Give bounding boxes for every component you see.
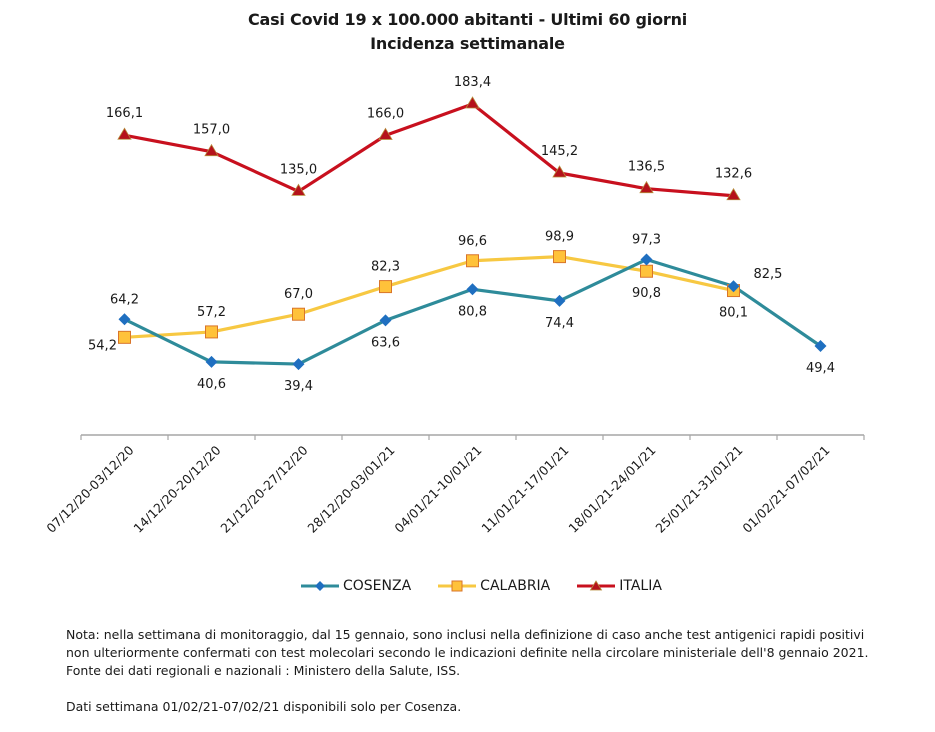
data-point-cosenza <box>640 253 653 266</box>
note-line-4: Dati settimana 01/02/21-07/02/21 disponi… <box>66 699 462 714</box>
x-tick-label: 21/12/20-27/12/20 <box>217 442 310 535</box>
data-label-italia: 145,2 <box>541 144 578 159</box>
data-point-cosenza <box>466 283 479 296</box>
data-label-calabria: 57,2 <box>197 305 226 320</box>
data-point-calabria <box>553 250 566 264</box>
footnotes: Nota: nella settimana di monitoraggio, d… <box>66 626 926 716</box>
data-label-cosenza: 64,2 <box>110 292 139 307</box>
series-line-italia <box>124 102 734 198</box>
legend-item-calabria: CALABRIA <box>437 578 550 594</box>
chart-title: Casi Covid 19 x 100.000 abitanti - Ultim… <box>247 10 688 29</box>
data-point-italia <box>204 143 219 157</box>
legend-label-cosenza: COSENZA <box>343 578 412 594</box>
data-point-cosenza <box>553 294 566 307</box>
data-point-calabria <box>640 264 653 278</box>
x-tick-label: 25/01/21-31/01/21 <box>652 443 745 536</box>
data-label-calabria: 82,3 <box>371 260 400 275</box>
data-point-cosenza <box>292 358 305 371</box>
legend-label-italia: ITALIA <box>619 578 662 594</box>
data-point-italia <box>465 96 480 109</box>
data-point-italia <box>552 165 567 178</box>
data-label-cosenza: 49,4 <box>806 361 835 376</box>
legend: COSENZA CALABRIA ITALIA <box>300 578 662 594</box>
legend-item-italia: ITALIA <box>576 578 662 594</box>
data-label-calabria: 98,9 <box>545 230 574 245</box>
data-point-calabria <box>205 325 218 339</box>
data-point-italia <box>117 127 132 140</box>
data-point-cosenza <box>379 314 392 327</box>
x-tick-label: 11/01/21-17/01/21 <box>478 443 571 536</box>
data-point-italia <box>291 183 306 196</box>
chart-subtitle: Incidenza settimanale <box>370 34 565 53</box>
data-point-calabria <box>292 307 305 321</box>
data-point-cosenza <box>205 355 218 368</box>
data-label-italia: 135,0 <box>280 162 317 177</box>
data-label-italia: 183,4 <box>454 75 491 90</box>
data-label-calabria: 54,2 <box>88 338 117 353</box>
data-point-cosenza <box>814 340 827 353</box>
data-label-italia: 136,5 <box>628 160 665 175</box>
data-point-cosenza <box>727 280 740 293</box>
data-label-cosenza: 63,6 <box>371 335 400 350</box>
data-point-italia <box>726 187 741 201</box>
data-label-cosenza: 74,4 <box>545 316 574 331</box>
note-line-2: non ulteriormente confermati con test mo… <box>66 645 869 660</box>
x-tick-label: 04/01/21-10/01/21 <box>391 443 484 536</box>
data-label-cosenza: 80,8 <box>458 304 487 319</box>
data-label-calabria: 67,0 <box>284 287 313 302</box>
data-point-calabria <box>118 330 131 344</box>
data-label-calabria: 90,8 <box>632 286 661 301</box>
x-tick-label: 01/02/21-07/02/21 <box>739 443 832 536</box>
data-label-italia: 132,6 <box>715 167 752 182</box>
data-label-calabria: 96,6 <box>458 234 487 249</box>
data-point-calabria <box>379 280 392 294</box>
data-label-italia: 157,0 <box>193 123 230 138</box>
series-line-calabria <box>124 255 734 339</box>
legend-marker-calabria <box>438 580 477 592</box>
x-tick-label: 18/01/21-24/01/21 <box>565 443 658 536</box>
data-label-italia: 166,1 <box>106 106 143 121</box>
data-label-cosenza: 39,4 <box>284 379 313 394</box>
x-tick-label: 14/12/20-20/12/20 <box>130 442 223 535</box>
note-line-1: Nota: nella settimana di monitoraggio, d… <box>66 627 865 642</box>
data-point-calabria <box>466 254 479 268</box>
data-label-italia: 166,0 <box>367 106 404 121</box>
data-label-cosenza: 82,5 <box>754 267 783 282</box>
x-tick-label: 28/12/20-03/01/21 <box>304 443 397 536</box>
legend-label-calabria: CALABRIA <box>480 578 551 594</box>
data-label-cosenza: 97,3 <box>632 232 661 247</box>
x-tick-label: 07/12/20-03/12/20 <box>43 442 136 535</box>
data-point-italia <box>639 180 654 194</box>
data-point-cosenza <box>118 313 131 326</box>
data-label-calabria: 80,1 <box>719 306 748 321</box>
note-line-3: Fonte dei dati regionali e nazionali : M… <box>66 663 461 678</box>
legend-marker-italia <box>577 580 616 591</box>
data-point-italia <box>378 127 393 140</box>
data-label-cosenza: 40,6 <box>197 377 226 392</box>
legend-item-cosenza: COSENZA <box>300 578 411 594</box>
legend-marker-cosenza <box>301 581 339 591</box>
